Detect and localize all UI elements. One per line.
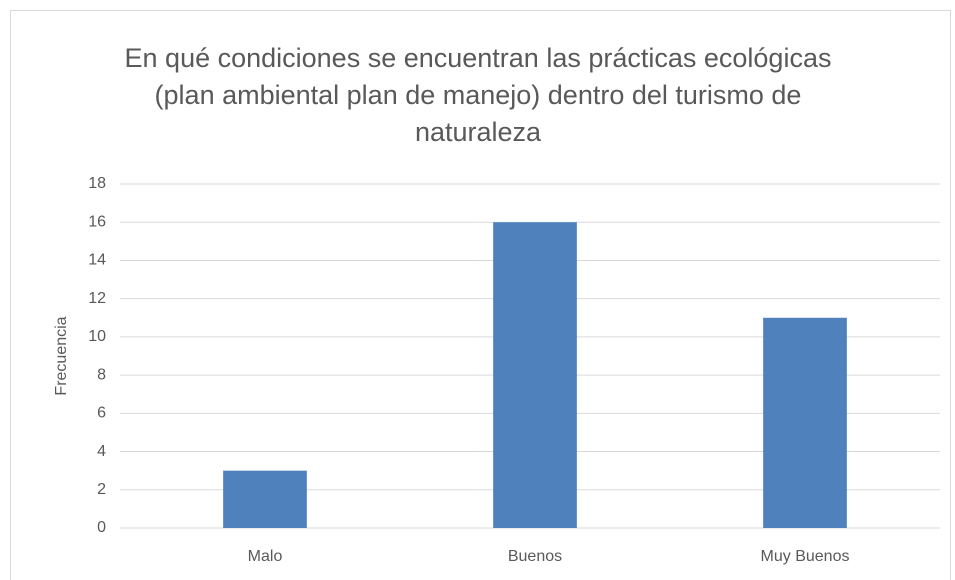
y-tick-label: 0	[97, 519, 106, 536]
y-tick-label: 14	[88, 252, 106, 269]
y-tick-label: 6	[97, 405, 106, 422]
y-tick-label: 12	[88, 290, 106, 307]
y-tick-label: 2	[97, 481, 106, 498]
y-tick-label: 10	[88, 328, 106, 345]
y-tick-label: 4	[97, 443, 106, 460]
chart-title: En qué condiciones se encuentran las prá…	[124, 43, 832, 147]
bar	[493, 222, 577, 528]
bar	[763, 317, 847, 528]
bar	[223, 470, 307, 528]
y-axis-label: Frecuencia	[53, 316, 70, 395]
x-tick-label: Malo	[248, 548, 283, 565]
x-tick-label: Buenos	[508, 548, 562, 565]
y-tick-label: 8	[97, 366, 106, 383]
y-tick-label: 16	[88, 213, 106, 230]
x-tick-label: Muy Buenos	[761, 548, 850, 565]
y-tick-label: 18	[88, 175, 106, 192]
